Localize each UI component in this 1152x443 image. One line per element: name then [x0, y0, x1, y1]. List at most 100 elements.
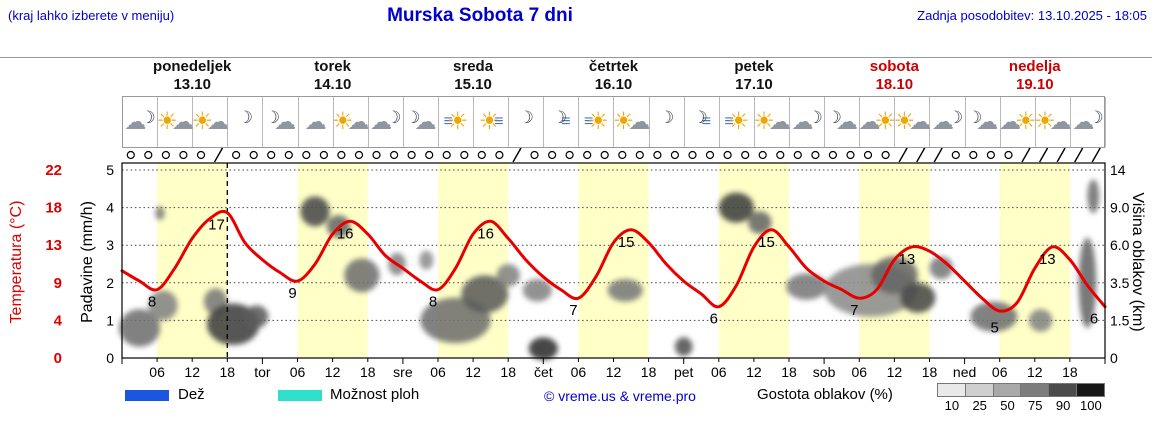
density-level: 100: [1075, 383, 1105, 415]
day-name: petek: [734, 58, 774, 75]
daytime-band: [718, 163, 789, 358]
moon-icon: ☽: [692, 107, 708, 127]
x-axis-tick-label: 12: [746, 364, 762, 380]
fog-icon: ≡: [584, 113, 594, 130]
wind-calm-icon: [179, 150, 188, 160]
wind-calm-icon: [828, 150, 838, 160]
day-name: torek: [314, 58, 351, 75]
x-axis-tick-label: pet: [674, 364, 694, 380]
wind-calm-icon: [547, 150, 557, 160]
weather-icon-cell: ☁ ☀: [998, 97, 1037, 147]
wind-calm-icon: [232, 150, 241, 160]
showers-legend-swatch: [278, 390, 322, 401]
cloud-density-scale: 10 25 50 75 90 100: [937, 383, 1105, 415]
density-color-box: [964, 383, 994, 397]
temp-value-label: 6: [710, 311, 718, 328]
precip-axis-label: Padavine (mm/h): [79, 201, 96, 323]
day-header: četrtek 16.10: [543, 58, 683, 94]
day-date: 16.10: [594, 76, 633, 93]
day-name: četrtek: [588, 58, 639, 75]
x-axis-tick-label: 18: [922, 364, 938, 380]
temperature-axis-label: Temperatura (°C): [8, 200, 25, 324]
weather-icon-cell: ☽ ☁: [966, 97, 1001, 147]
weather-icon-cell: ☁ ☽: [930, 97, 966, 147]
wind-calm-icon: [354, 150, 364, 160]
cloud-icon: ☁: [998, 109, 1021, 134]
copyright-link[interactable]: © vreme.us & vreme.pro: [544, 388, 696, 404]
temp-axis-tick: 0: [54, 350, 62, 367]
wind-calm-icon: [705, 150, 715, 160]
cloud-axis-tick: 6.0: [1110, 237, 1130, 253]
cloud-axis-tick: 14: [1110, 162, 1126, 178]
wind-calm-icon: [249, 150, 258, 160]
header-divider: [0, 57, 1152, 58]
cloud-blob: [900, 282, 936, 313]
cloud-icon: ☁: [171, 109, 194, 134]
density-color-box: [1075, 383, 1105, 397]
density-level: 75: [1020, 383, 1050, 415]
cloud-icon: ☁: [304, 109, 327, 134]
temp-value-label: 13: [1039, 251, 1056, 268]
day-header: ponedeljek 13.10: [122, 58, 262, 94]
temp-value-label: 15: [618, 234, 635, 251]
moon-icon: ☽: [237, 107, 253, 127]
weather-icon-cell: ☁ ☽: [369, 97, 404, 147]
moon-icon: ☽: [826, 107, 842, 127]
x-axis-tick-label: 06: [711, 364, 727, 380]
wind-barb: [512, 147, 522, 163]
x-axis-tick-label: 06: [290, 364, 306, 380]
precip-axis-tick: 4: [106, 200, 114, 216]
wind-calm-icon: [776, 150, 785, 160]
cloud-blob: [419, 250, 434, 270]
wind-calm-icon: [758, 150, 767, 160]
cloud-blob: [970, 301, 1018, 332]
cloud-icon: ☁: [1072, 109, 1095, 134]
x-axis-tick-label: 18: [500, 364, 516, 380]
day-header: sreda 15.10: [403, 58, 543, 94]
x-axis-tick-label: 18: [641, 364, 657, 380]
day-header: torek 14.10: [262, 58, 402, 94]
wind-calm-icon: [372, 150, 381, 160]
cloud-blob: [148, 290, 178, 321]
cloud-blob: [522, 279, 553, 302]
wind-barb: [1038, 147, 1049, 163]
weather-icon-cell: ☽: [650, 97, 685, 147]
wind-calm-icon: [583, 150, 592, 160]
cloud-icon: ☁: [768, 109, 791, 134]
weather-icon-cell: ≡ ☀: [579, 97, 615, 147]
cloud-blob: [461, 275, 509, 313]
cloud-icon: ☁: [347, 109, 370, 134]
day-date: 17.10: [735, 76, 773, 93]
density-level: 10: [937, 383, 966, 415]
sun-icon: ☀: [612, 108, 635, 135]
page-title: Murska Sobota 7 dni: [387, 5, 573, 26]
day-date: 19.10: [1016, 76, 1054, 93]
density-color-box: [1020, 383, 1050, 397]
cloud-blob: [344, 258, 380, 293]
day-name: sreda: [453, 58, 494, 75]
density-value-label: 10: [944, 398, 960, 413]
sun-icon: ☀: [874, 108, 897, 135]
temp-value-label: 7: [850, 302, 858, 319]
cloud-height-axis-label: Višina oblakov (km): [1129, 192, 1146, 332]
moon-icon: ☽: [966, 107, 983, 127]
cloud-blob: [119, 309, 161, 347]
precip-axis-tick: 2: [106, 275, 114, 291]
wind-calm-icon: [670, 150, 680, 160]
wind-barb: [1074, 147, 1084, 163]
day-name: ponedeljek: [153, 58, 232, 75]
showers-legend-label: Možnost ploh: [330, 386, 420, 403]
day-header: nedelja 19.10: [965, 58, 1105, 94]
x-axis-tick-label: čet: [534, 364, 553, 380]
rain-legend-label: Dež: [178, 386, 205, 403]
cloud-blob: [871, 256, 918, 295]
x-axis-tick-label: 12: [1027, 364, 1043, 380]
cloud-icon: ☁: [274, 109, 297, 134]
cloud-icon: ☁: [931, 109, 954, 134]
day-header: petek 17.10: [684, 58, 824, 94]
wind-calm-icon: [600, 150, 609, 160]
wind-barb: [1021, 147, 1031, 163]
cloud-density-label: Gostota oblakov (%): [757, 386, 893, 403]
sun-icon: ☀: [1014, 108, 1037, 135]
wind-calm-icon: [284, 150, 293, 160]
